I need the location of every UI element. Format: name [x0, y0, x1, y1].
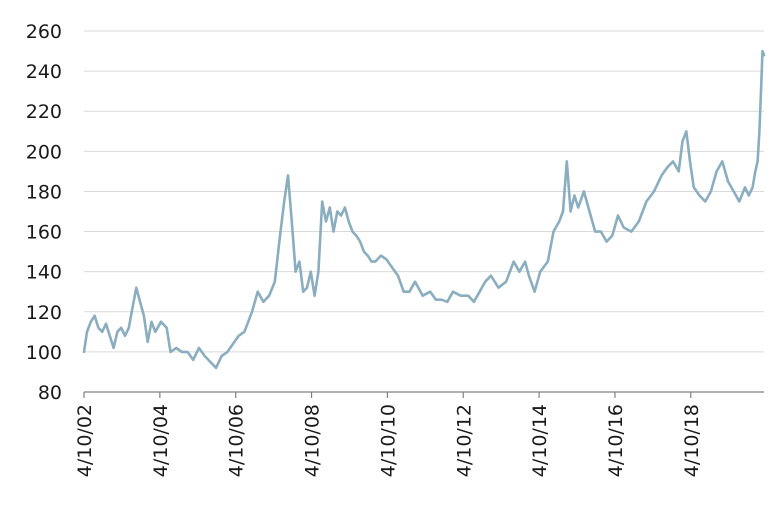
y-tick-label: 120 [26, 302, 62, 324]
y-tick-label: 180 [26, 181, 62, 203]
x-tick-label: 4/10/10 [377, 404, 399, 477]
x-tick-label: 4/10/08 [302, 404, 324, 477]
series-line [82, 49, 766, 370]
x-tick-label: 4/10/02 [74, 404, 96, 477]
x-tick-label: 4/10/14 [529, 404, 551, 477]
y-tick-labels: 80 100 120 140 160 180 200 220 240 260 [26, 21, 62, 404]
x-tick-label: 4/10/12 [453, 404, 475, 477]
y-tick-label: 260 [26, 21, 62, 43]
x-tick-label: 4/10/16 [605, 404, 627, 477]
gridlines [84, 30, 764, 353]
y-tick-label: 80 [38, 382, 62, 404]
y-tick-label: 220 [26, 101, 62, 123]
y-tick-label: 200 [26, 141, 62, 163]
y-tick-label: 100 [26, 342, 62, 364]
x-tick-label: 4/10/04 [150, 404, 172, 477]
y-tick-label: 240 [26, 61, 62, 83]
x-tick-labels: 4/10/02 4/10/04 4/10/06 4/10/08 4/10/10 4/10/… [74, 392, 703, 477]
y-tick-label: 160 [26, 222, 62, 244]
y-tick-label: 140 [26, 262, 62, 284]
x-tick-label: 4/10/18 [681, 404, 703, 477]
x-tick-label: 4/10/06 [226, 404, 248, 477]
